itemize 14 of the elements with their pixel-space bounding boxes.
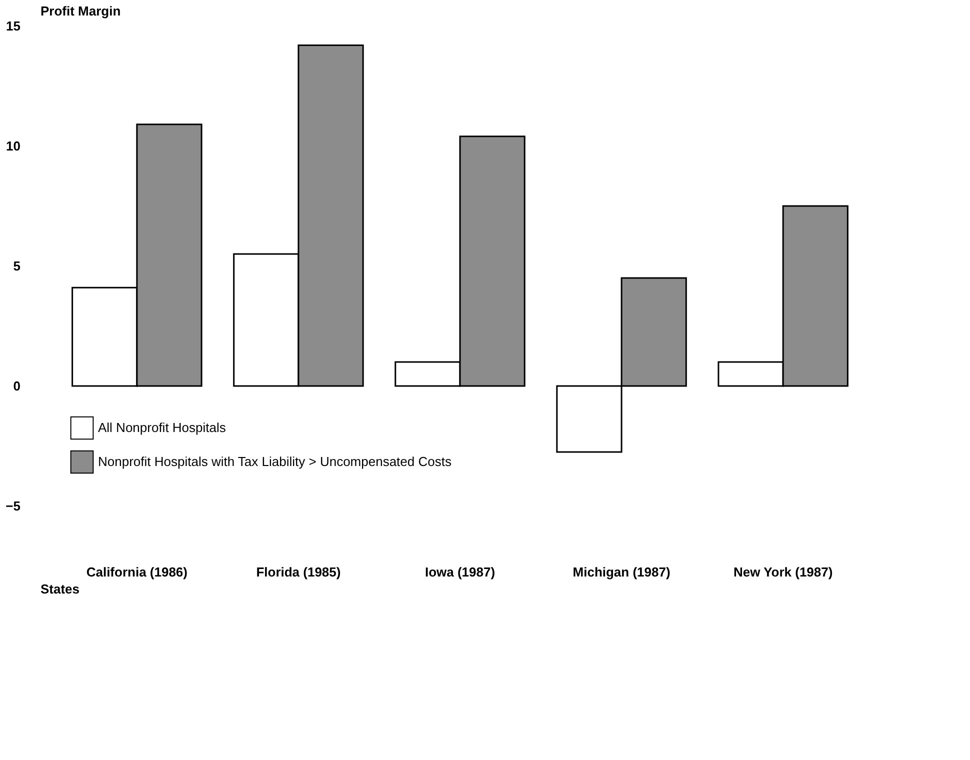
x-axis-title: States bbox=[40, 582, 80, 596]
y-tick-label: 15 bbox=[6, 18, 20, 34]
y-tick-label: −5 bbox=[6, 498, 20, 514]
legend-label: All Nonprofit Hospitals bbox=[98, 420, 226, 435]
y-axis-title: Profit Margin bbox=[40, 4, 121, 18]
x-tick-label: California (1986) bbox=[86, 564, 188, 580]
x-tick-label: Iowa (1987) bbox=[424, 564, 496, 580]
y-tick-label: 5 bbox=[13, 258, 20, 274]
y-tick-label: 10 bbox=[6, 138, 20, 154]
x-tick-label: New York (1987) bbox=[733, 564, 833, 580]
y-tick-label: 0 bbox=[13, 378, 20, 394]
legend-label: Nonprofit Hospitals with Tax Liability > Uncompensated Costs bbox=[98, 454, 452, 469]
x-tick-label: Michigan (1987) bbox=[572, 564, 670, 580]
x-tick-label: Florida (1985) bbox=[256, 564, 341, 580]
